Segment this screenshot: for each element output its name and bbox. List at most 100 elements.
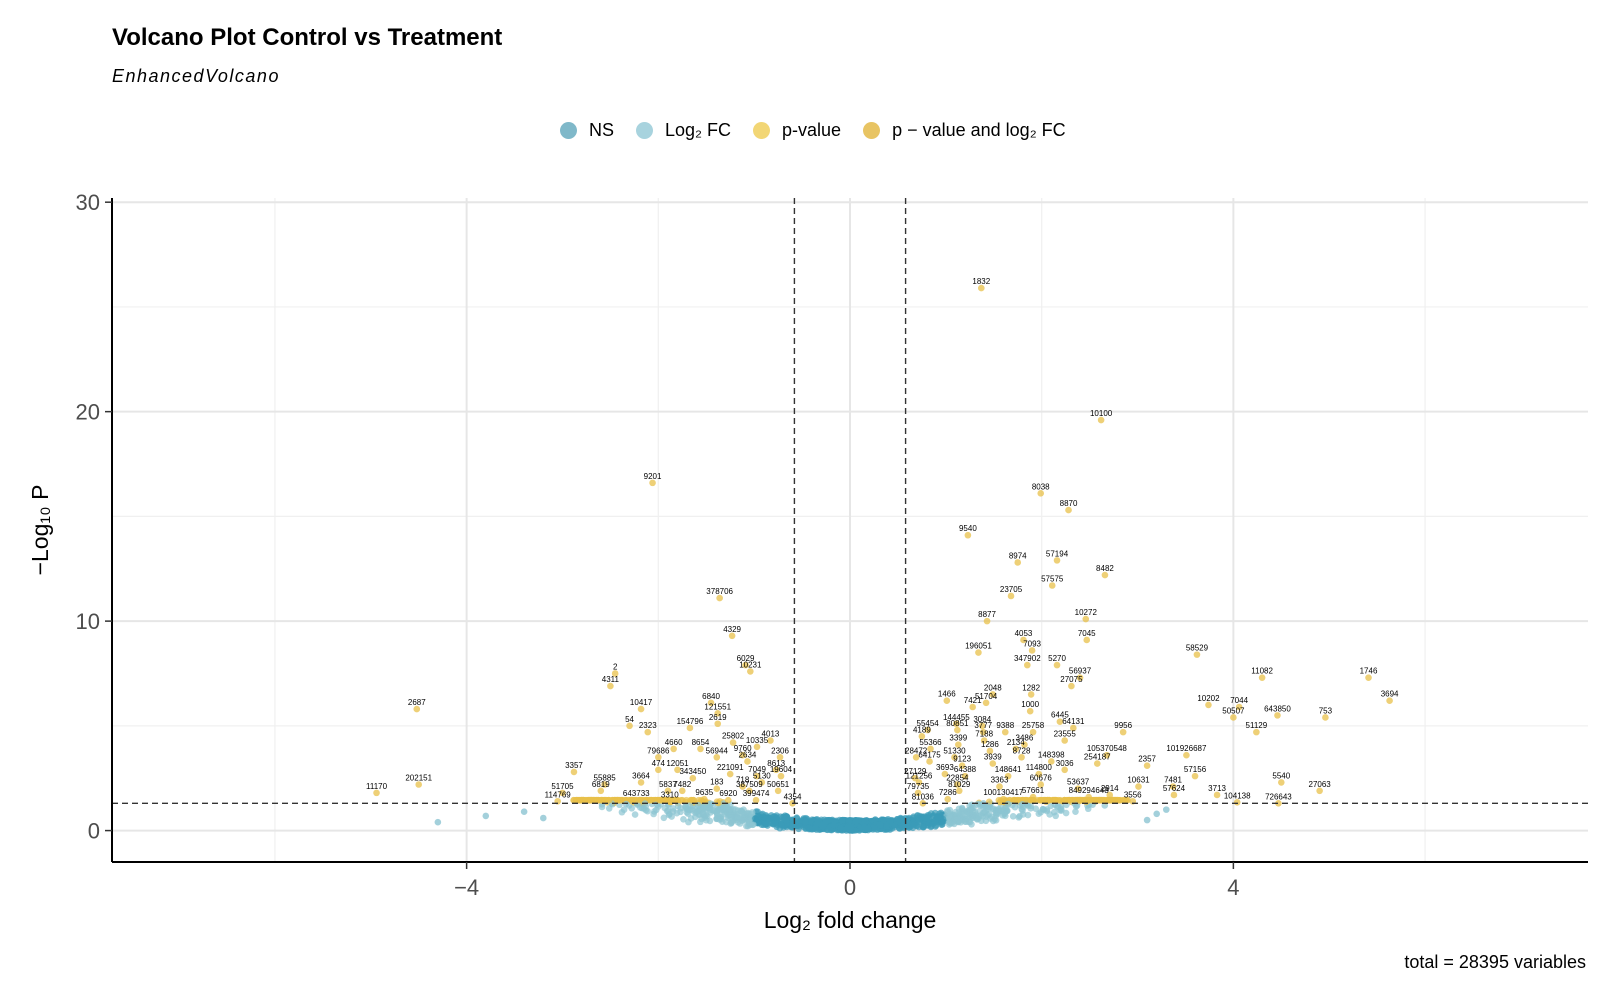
point-label: 7421 [964,696,982,705]
background-point [1050,796,1058,804]
data-point [697,745,704,753]
point-label: 53637 [1067,778,1090,787]
point-label: 8870 [1060,499,1078,508]
point-label: 4329 [723,625,741,634]
legend-label-pvalue-and-log2fc: p − value and log₂ FC [892,120,1066,140]
background-point [706,806,714,814]
point-label: 100130417 [983,788,1024,797]
data-point [1230,714,1237,721]
data-point [978,722,986,730]
background-point [1019,811,1027,818]
point-label: 8877 [978,610,996,619]
background-point [695,796,702,804]
legend-swatch-log2fc [636,122,654,139]
data-point [986,747,994,755]
point-label: 11170 [366,782,388,791]
axes: 0 10 20 30 −4 0 4 Log₂ fold change −Log₁₀ P [27,190,1588,933]
data-point [753,772,761,780]
point-label: 7286 [939,788,957,797]
data-point [746,787,753,795]
y-tick-label: 20 [76,400,100,425]
data-point [1000,795,1007,803]
data-point [1028,647,1036,654]
background-point [1056,807,1064,814]
point-label: 19604 [770,765,793,774]
data-point [955,787,963,795]
background-point [683,809,691,816]
point-label: 643733 [623,789,650,798]
point-label: 3310 [661,790,679,799]
background-point [669,805,677,812]
background-point [1109,796,1116,804]
legend-swatch-pvalue [753,122,771,139]
background-point [660,814,668,822]
point-label: 3693 [936,763,954,772]
labeled-points [373,284,1393,807]
point-label: 9388 [996,721,1014,730]
background-point [605,805,613,812]
data-point [1018,753,1025,761]
data-point [772,766,780,774]
background-point [1024,811,1032,819]
background-point [700,810,707,817]
background-point [982,817,990,825]
point-label: 9635 [695,788,713,797]
background-point [482,812,490,820]
data-point [983,617,991,625]
background-point [982,807,989,815]
background-point [839,817,846,824]
point-label: 6029 [737,654,755,663]
y-tick-label: 10 [76,609,100,634]
data-point [413,705,421,713]
background-point [713,810,721,818]
background-point [871,825,879,833]
point-label: 51704 [975,692,998,701]
background-point [891,821,898,829]
point-label: 378706 [706,587,733,596]
background-point [1061,796,1068,804]
data-point [980,737,988,744]
data-point [739,751,746,759]
legend-label-log2fc: Log₂ FC [665,120,732,140]
data-point [943,697,951,705]
background-point [847,817,854,824]
point-label: 753 [1319,706,1333,715]
background-point [434,818,442,826]
background-point [956,814,964,822]
data-point [713,753,721,761]
data-point [607,682,614,690]
data-point [1024,661,1031,669]
point-label: 148641 [995,765,1022,774]
data-point [1047,758,1055,765]
data-point [753,743,761,751]
point-label: 79735 [907,782,930,791]
point-label: 4189 [913,725,931,734]
data-point [1061,737,1068,744]
data-point [1193,651,1201,658]
point-label: 8038 [1032,482,1050,491]
data-point [1170,791,1178,799]
data-point [1103,751,1111,759]
point-label: 55366 [919,738,942,747]
background-point [925,815,933,823]
point-label: 4354 [784,792,802,801]
data-point [559,789,566,797]
data-point [918,733,926,740]
data-point [964,531,972,539]
data-point [914,789,922,797]
background-point [955,809,963,816]
data-point [951,753,958,761]
data-point [758,779,766,786]
data-point [1048,582,1056,589]
point-label: 7188 [975,730,993,739]
point-label: 5837 [659,780,677,789]
point-label: 7482 [673,780,691,789]
background-point [837,824,844,832]
point-label: 343450 [679,767,706,776]
point-label: 399474 [743,789,770,798]
data-point [954,726,961,734]
legend-item-pvalue: p-value [753,120,841,141]
data-point [632,796,640,804]
background-point [752,814,759,822]
data-point [611,670,619,677]
